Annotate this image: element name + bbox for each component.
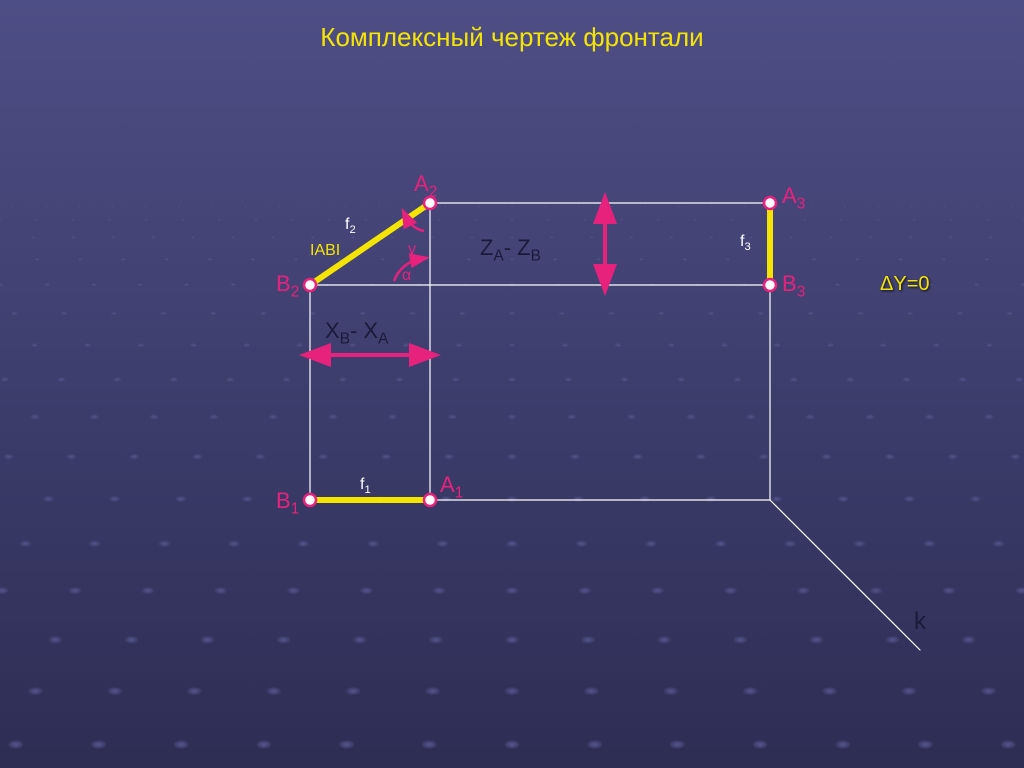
label-b1: B1 bbox=[276, 488, 299, 518]
diagram-svg bbox=[0, 0, 1024, 768]
label-f1: f1 bbox=[360, 476, 371, 496]
label-b2: B2 bbox=[276, 271, 299, 301]
label-b3: B3 bbox=[782, 271, 805, 301]
label-z-diff: ZA- ZB bbox=[480, 235, 541, 265]
label-alpha: α bbox=[402, 267, 411, 285]
stage: Комплексный чертеж фронтали A2 A3 A1 B2 … bbox=[0, 0, 1024, 768]
label-iabi: IABI bbox=[310, 242, 340, 260]
label-f2: f2 bbox=[345, 216, 356, 236]
label-a3: A3 bbox=[782, 183, 805, 213]
label-a2: A2 bbox=[414, 171, 437, 201]
page-title: Комплексный чертеж фронтали bbox=[0, 22, 1024, 53]
label-delta-y: ΔY=0 bbox=[880, 273, 930, 296]
label-a1: A1 bbox=[440, 472, 463, 502]
label-x-diff: XB- XA bbox=[325, 318, 388, 348]
label-gamma: γ bbox=[408, 241, 416, 259]
label-k: k bbox=[914, 608, 926, 636]
label-f3: f3 bbox=[740, 233, 751, 253]
